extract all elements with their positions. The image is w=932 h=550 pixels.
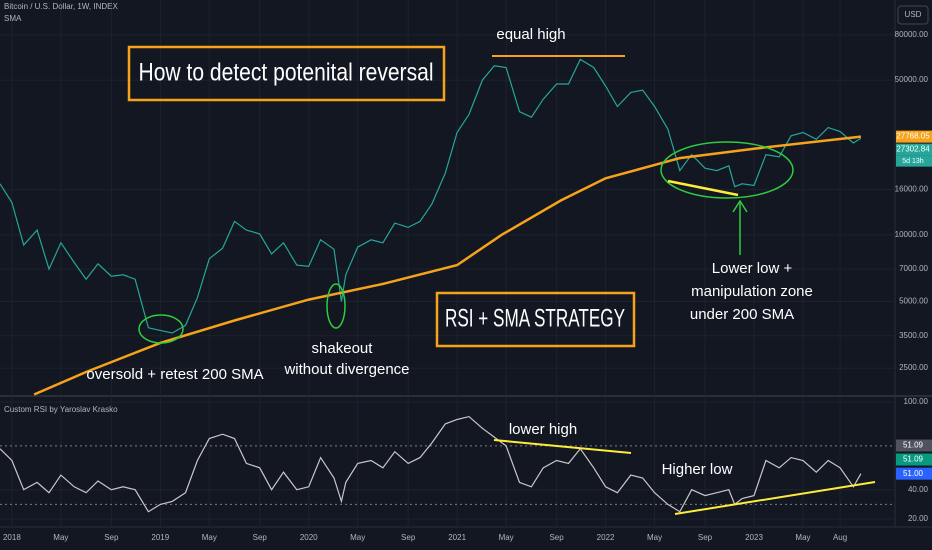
y-tick-label: 7000.00 — [899, 264, 928, 273]
x-tick-label: May — [202, 533, 217, 542]
value-tag — [896, 453, 932, 466]
x-tick-label: 2022 — [597, 533, 615, 542]
x-tick-label: Aug — [833, 533, 847, 542]
y-tick-label: 80000.00 — [895, 30, 929, 39]
x-tick-label: Sep — [698, 533, 713, 542]
shakeout-label: without divergence — [283, 361, 409, 378]
y-tick-label: 20.00 — [908, 514, 929, 523]
x-tick-label: 2020 — [300, 533, 318, 542]
zone-circle — [660, 141, 794, 199]
higher-low-label: Higher low — [662, 461, 733, 478]
higher-low-line — [674, 481, 876, 515]
lower-low-label: under 200 SMA — [690, 306, 794, 323]
currency-box — [897, 5, 929, 25]
oversold-circle — [138, 314, 184, 344]
countdown: 5d 13h — [902, 158, 924, 165]
shakeout-circle — [326, 283, 346, 329]
x-tick-label: 2019 — [151, 533, 169, 542]
currency: USD — [905, 10, 922, 19]
headline-box — [127, 45, 446, 102]
x-tick-label: 2023 — [745, 533, 763, 542]
y-tick-label: 10000.00 — [895, 230, 929, 239]
x-tick-label: Sep — [253, 533, 268, 542]
rsi-title: Custom RSI by Yaroslav Krasko — [4, 405, 118, 414]
y-tick-label: 5000.00 — [899, 297, 928, 306]
x-tick-label: Sep — [549, 533, 564, 542]
shakeout-label: shakeout — [312, 340, 374, 357]
value-tag-label: 51.00 — [903, 469, 924, 478]
price-tag-label: 27768.05 — [896, 132, 930, 141]
lower-high-label: lower high — [509, 421, 577, 438]
arrow-head — [732, 199, 748, 213]
lower-low-label: Lower low + — [712, 260, 793, 277]
x-tick-label: 2021 — [448, 533, 466, 542]
series-line — [0, 415, 862, 513]
lower-high-line — [493, 439, 632, 454]
value-tag-label: 51.09 — [903, 441, 924, 450]
x-tick-label: May — [647, 533, 662, 542]
x-tick-label: Sep — [104, 533, 119, 542]
headline: How to detect potenital reversal — [139, 59, 434, 87]
value-tag-label: 51.09 — [903, 455, 924, 464]
x-tick-label: May — [53, 533, 68, 542]
x-tick-label: Sep — [401, 533, 416, 542]
symbol-title: Bitcoin / U.S. Dollar, 1W, INDEX — [4, 2, 118, 11]
y-tick-label: 100.00 — [904, 397, 929, 406]
strategy-box — [435, 291, 636, 348]
value-tag — [896, 467, 932, 480]
lower-low-line — [667, 179, 739, 197]
sma-legend: SMA — [4, 14, 22, 23]
y-tick-label: 3500.00 — [899, 331, 928, 340]
price-tag-label: 27302.84 — [896, 145, 930, 154]
price-tag — [896, 130, 932, 143]
x-tick-label: May — [499, 533, 514, 542]
y-tick-label: 16000.00 — [895, 185, 929, 194]
x-tick-label: May — [350, 533, 365, 542]
value-tag — [896, 439, 932, 452]
countdown-tag — [896, 155, 932, 167]
y-tick-label: 50000.00 — [895, 75, 929, 84]
lower-low-label: manipulation zone — [691, 283, 813, 300]
y-tick-label: 40.00 — [908, 485, 929, 494]
x-tick-label: May — [795, 533, 810, 542]
series-line — [0, 58, 862, 334]
price-tag — [896, 143, 932, 156]
x-tick-label: 2018 — [3, 533, 21, 542]
oversold-label: oversold + retest 200 SMA — [86, 366, 263, 383]
equal-high-label: equal high — [496, 26, 565, 43]
y-tick-label: 2500.00 — [899, 363, 928, 372]
strategy: RSI + SMA STRATEGY — [445, 305, 625, 333]
